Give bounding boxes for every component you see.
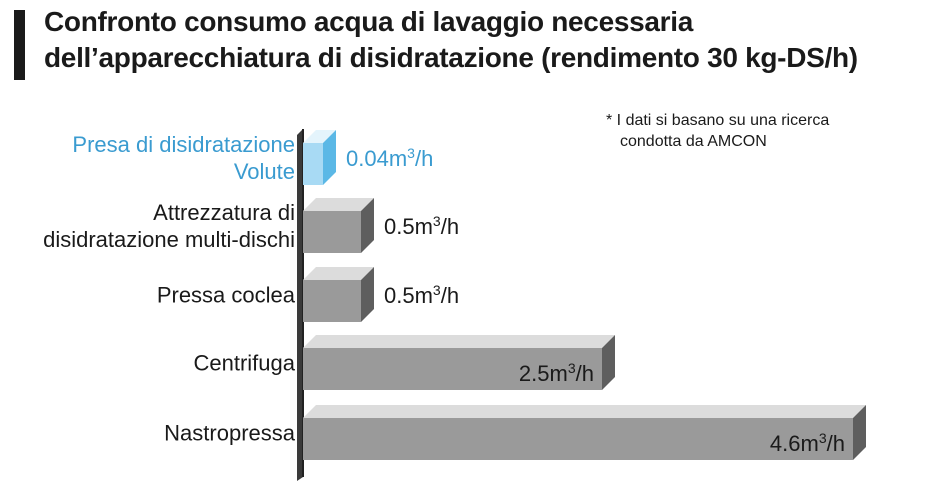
bar-front-face [303,418,853,460]
bar-1 [303,198,374,253]
category-label: Nastropressa [164,421,296,446]
category-label: Volute [234,159,295,184]
bar-top-face [303,198,374,211]
bar-top-face [303,335,615,348]
bar-3 [303,335,615,390]
category-label: Attrezzatura di [153,200,295,225]
note-line-1: * I dati si basano su una ricerca [606,112,830,129]
bar-side-face [361,267,374,322]
category-label: Centrifuga [193,351,295,376]
chart-bars [303,130,866,460]
category-label: disidratazione multi-dischi [43,227,295,252]
bar-side-face [853,405,866,460]
category-label: Presa di disidratazione [72,132,295,157]
value-label: 4.6m3/h [770,430,845,456]
chart-title: Confronto consumo acqua di lavaggio nece… [44,6,858,73]
bar-front-face [303,211,361,253]
value-label: 0.5m3/h [384,282,459,308]
bar-top-face [303,130,336,143]
bar-side-face [323,130,336,185]
bar-2 [303,267,374,322]
chart-axis [297,129,304,481]
bar-side-face [361,198,374,253]
bar-4 [303,405,866,460]
value-label: 2.5m3/h [519,360,594,386]
axis-wall [297,129,303,481]
title-accent-bar [14,10,25,80]
value-label: 0.5m3/h [384,213,459,239]
bar-front-face [303,280,361,322]
bar-0 [303,130,336,185]
data-source-note: * I dati si basano su una ricerca condot… [606,110,916,152]
bar-top-face [303,405,866,418]
value-labels: 0.04m3/h 0.5m3/h 0.5m3/h 2.5m3/h 4.6m3/h [346,145,845,456]
value-label: 0.04m3/h [346,145,433,171]
bar-side-face [602,335,615,390]
category-label: Pressa coclea [157,283,296,308]
bar-top-face [303,267,374,280]
bar-front-face [303,143,323,185]
note-line-2: condotta da AMCON [620,133,767,150]
bar-front-face [303,348,602,390]
